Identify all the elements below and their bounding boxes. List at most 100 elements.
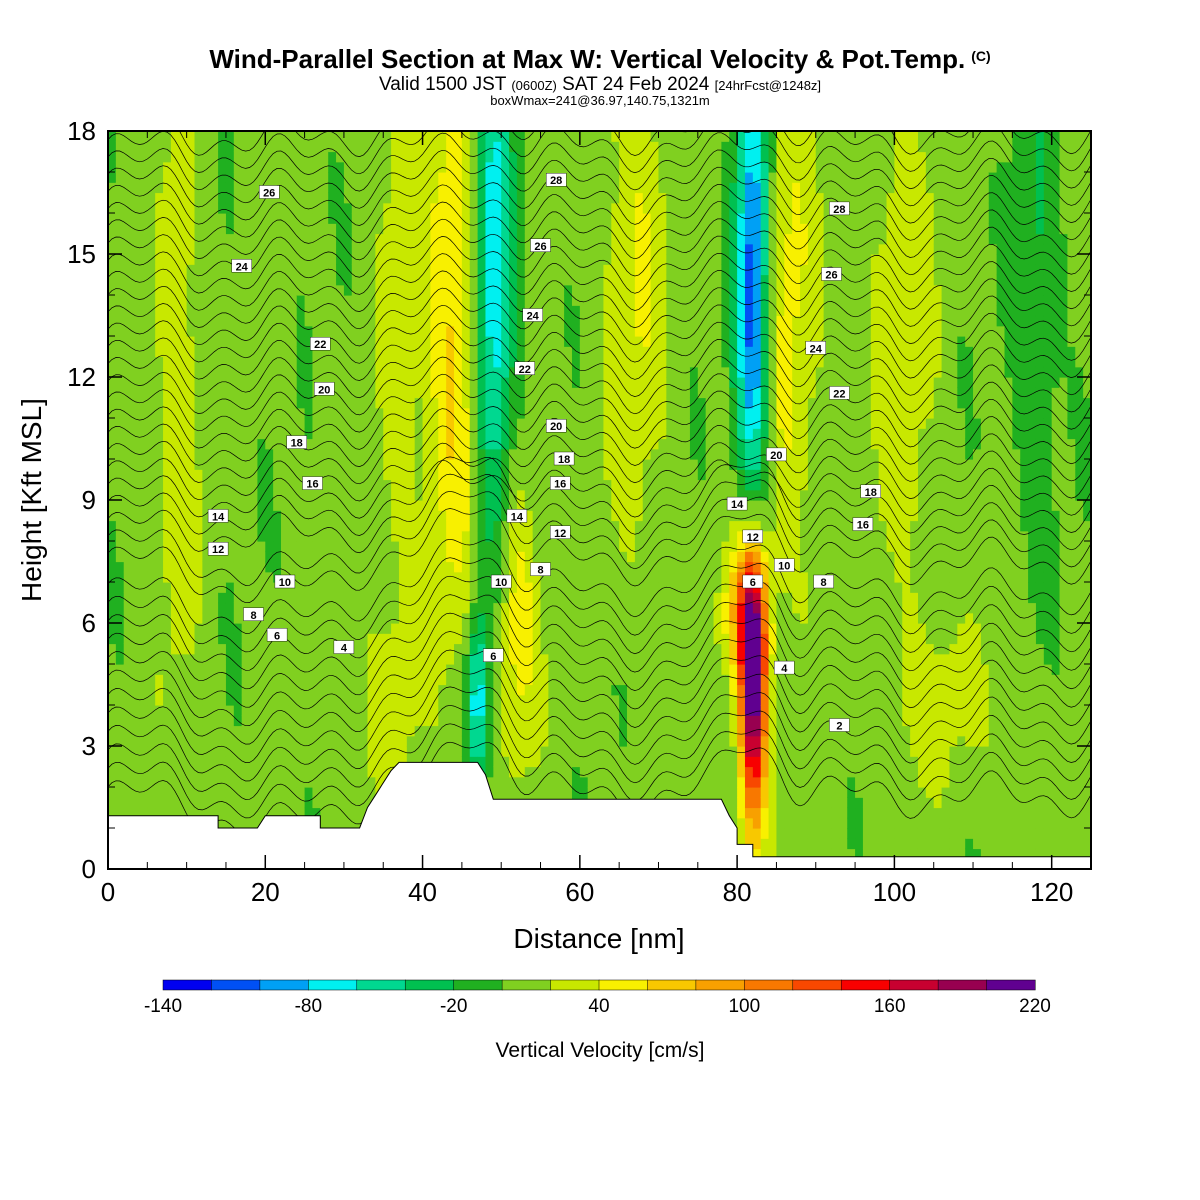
w-cell [422, 305, 432, 317]
w-cell [218, 397, 227, 409]
w-cell [642, 725, 652, 737]
w-cell [438, 346, 447, 358]
w-cell [288, 223, 298, 235]
w-cell [328, 797, 337, 809]
w-cell [398, 161, 408, 173]
w-cell [587, 243, 597, 255]
w-cell [170, 141, 180, 153]
w-cell [281, 428, 290, 440]
w-cell [359, 448, 369, 460]
w-cell [634, 520, 644, 532]
w-cell [406, 448, 416, 460]
w-cell [375, 336, 384, 347]
w-cell [367, 407, 376, 419]
w-cell [123, 407, 133, 419]
w-cell [627, 551, 636, 563]
w-cell [288, 366, 298, 378]
w-cell [516, 530, 526, 542]
w-cell [210, 305, 219, 317]
w-cell [564, 756, 573, 768]
w-cell [540, 746, 549, 757]
w-cell [328, 243, 337, 255]
w-cell [501, 602, 510, 614]
w-cell [155, 561, 164, 573]
w-cell [288, 172, 298, 183]
w-cell [603, 582, 612, 593]
w-cell [556, 284, 565, 296]
w-cell [595, 377, 605, 388]
w-cell [406, 202, 416, 214]
w-cell [225, 694, 235, 706]
w-cell [320, 295, 329, 306]
w-cell [139, 356, 148, 368]
w-cell [485, 541, 494, 552]
w-cell [320, 797, 329, 809]
w-cell [155, 715, 164, 727]
w-cell [241, 202, 251, 214]
w-cell [627, 561, 636, 573]
w-cell [170, 469, 180, 481]
w-cell [202, 510, 211, 522]
w-cell [414, 469, 424, 481]
w-cell [398, 500, 408, 511]
w-cell [485, 459, 494, 470]
w-cell [328, 336, 337, 347]
w-cell [131, 694, 141, 706]
w-cell [477, 489, 487, 501]
w-cell [343, 274, 353, 286]
w-cell [564, 623, 573, 634]
w-cell [343, 592, 353, 604]
w-cell [509, 705, 518, 716]
w-cell [454, 489, 463, 501]
w-cell [265, 202, 274, 214]
w-cell [391, 274, 400, 286]
w-cell [446, 254, 455, 265]
w-cell [108, 315, 117, 327]
w-cell [642, 705, 652, 716]
w-cell [186, 254, 196, 265]
w-cell [178, 541, 188, 552]
w-cell [336, 202, 345, 214]
w-cell [564, 346, 573, 358]
w-cell [241, 428, 251, 440]
w-cell [218, 315, 227, 327]
w-cell [281, 407, 290, 419]
w-cell [469, 284, 479, 296]
w-cell [414, 530, 424, 542]
w-cell [123, 182, 133, 194]
w-cell [249, 510, 259, 522]
w-cell [446, 602, 455, 614]
w-cell [304, 582, 314, 593]
w-cell [257, 418, 266, 429]
w-cell [532, 295, 542, 306]
w-cell [509, 172, 518, 183]
w-cell [202, 787, 211, 798]
w-cell [634, 653, 644, 665]
w-cell [163, 510, 172, 522]
w-cell [454, 582, 463, 593]
w-cell [186, 213, 196, 224]
w-cell [257, 623, 266, 634]
w-cell [509, 233, 518, 245]
w-cell [170, 797, 180, 809]
w-cell [509, 684, 518, 696]
w-cell [587, 161, 597, 173]
w-cell [351, 715, 361, 727]
w-cell [391, 213, 400, 224]
w-cell [634, 274, 644, 286]
w-cell [265, 582, 274, 593]
w-cell [438, 664, 447, 675]
w-cell [627, 489, 636, 501]
w-cell [485, 746, 494, 757]
w-cell [178, 315, 188, 327]
w-cell [406, 418, 416, 429]
w-cell [281, 776, 290, 788]
w-cell [257, 715, 266, 727]
w-cell [430, 264, 439, 276]
w-cell [642, 653, 652, 665]
w-cell [571, 479, 581, 491]
w-cell [288, 797, 298, 809]
w-cell [170, 582, 180, 593]
w-cell [288, 787, 298, 798]
w-cell [233, 746, 243, 757]
